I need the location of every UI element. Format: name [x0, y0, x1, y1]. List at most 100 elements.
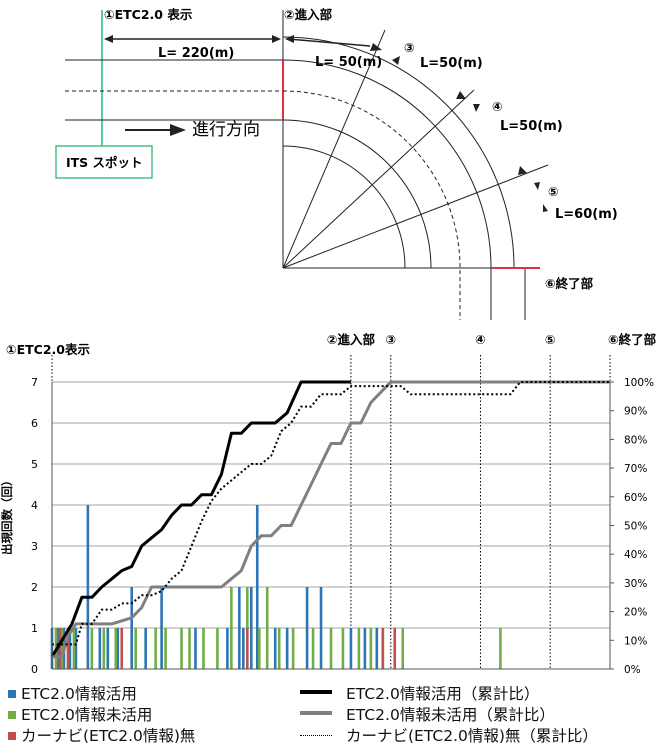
- length-50-entry-label: L= 50(m): [315, 55, 382, 70]
- bar: [60, 628, 64, 669]
- bar: [216, 628, 219, 669]
- arrowhead: [473, 104, 480, 112]
- bar: [255, 505, 259, 669]
- bar: [329, 628, 333, 669]
- bar: [349, 628, 353, 669]
- bar: [246, 628, 249, 669]
- bar: [285, 628, 289, 669]
- bar: [393, 628, 397, 669]
- length-220-label: L= 220(m): [158, 46, 234, 61]
- cumulative-line: [52, 380, 610, 659]
- y2-tick-label: 80%: [624, 434, 647, 446]
- y2-tick-label: 0%: [624, 664, 641, 676]
- y2-tick-label: 20%: [624, 607, 647, 619]
- cumulative-line: [52, 381, 610, 646]
- bar: [102, 628, 106, 669]
- bar: [130, 587, 134, 669]
- curve-innermost: [282, 145, 406, 269]
- bar: [341, 628, 345, 669]
- bar: [144, 628, 147, 669]
- dimension-arc: [282, 36, 515, 269]
- bar: [319, 587, 323, 669]
- curve-outer: [282, 59, 492, 320]
- bar: [90, 628, 94, 669]
- bar: [291, 628, 295, 669]
- y2-tick-label: 10%: [624, 635, 647, 647]
- bar: [230, 587, 233, 669]
- y-axis-label: 出現回数（回）: [0, 475, 14, 556]
- bar: [68, 628, 72, 669]
- section-marker-label: ②進入部: [327, 332, 376, 347]
- legend-item: カーナビ(ETC2.0情報)無: [8, 724, 195, 746]
- legend-label: ETC2.0情報未活用（累計比）: [346, 706, 555, 724]
- bar: [202, 628, 205, 669]
- cumulative-line: [50, 380, 351, 658]
- legend-line-swatch: [300, 690, 332, 694]
- bar: [375, 628, 379, 669]
- marker-4-label: ④: [492, 99, 503, 114]
- y-tick-label: 5: [31, 458, 38, 471]
- bar: [74, 628, 78, 669]
- section-marker-label: ⑤: [545, 332, 556, 347]
- bar: [257, 628, 261, 669]
- bar: [180, 628, 183, 669]
- y-tick-label: 0: [31, 663, 38, 676]
- y2-tick-label: 40%: [624, 549, 647, 561]
- y2-tick-label: 50%: [624, 521, 647, 533]
- legend-item: カーナビ(ETC2.0情報)無（累計比）: [300, 724, 598, 746]
- bar: [226, 628, 229, 669]
- y-tick-label: 4: [31, 499, 38, 512]
- bar: [311, 628, 315, 669]
- section-marker-label: ①ETC2.0表示: [6, 342, 90, 357]
- y-tick-label: 6: [31, 417, 38, 430]
- bar: [357, 628, 361, 669]
- legend-label: ETC2.0情報未活用: [21, 706, 153, 724]
- bar: [66, 628, 70, 669]
- legend-line-swatch: [300, 735, 332, 736]
- radial-1: [282, 29, 386, 269]
- y2-tick-label: 70%: [624, 463, 647, 475]
- legend-label: カーナビ(ETC2.0情報)無: [21, 727, 196, 745]
- dimension-50-entry: [287, 38, 371, 47]
- section-marker-label: ③: [385, 332, 396, 347]
- chart-axes: 012345670%10%20%30%40%50%60%70%80%90%100…: [31, 376, 654, 676]
- legend-swatch: [8, 711, 16, 719]
- arrowhead: [543, 204, 548, 212]
- etc-display-label: ①ETC2.0 表示: [104, 7, 193, 22]
- curve-center-dashed: [282, 90, 461, 320]
- arrowhead: [534, 182, 540, 190]
- end-label: ⑥終了部: [545, 276, 594, 291]
- road-diagram: ①ETC2.0 表示 ②進入部 ③ ④ ⑤ ⑥終了部 L= 220(m) L= …: [55, 7, 618, 320]
- legend-label: カーナビ(ETC2.0情報)無（累計比）: [346, 727, 598, 745]
- bar: [154, 628, 157, 669]
- bar: [265, 587, 269, 669]
- bar: [381, 628, 385, 669]
- chart-section-markers: ①ETC2.0表示 ②進入部 ③ ④ ⑤ ⑥終了部: [6, 332, 657, 669]
- bar: [249, 587, 253, 669]
- bar: [277, 628, 281, 669]
- bar: [114, 628, 118, 669]
- legend-item: ETC2.0情報活用（累計比）: [300, 682, 539, 704]
- arrowhead: [104, 35, 113, 43]
- bar: [164, 628, 167, 669]
- y-tick-label: 2: [31, 581, 38, 594]
- bar: [98, 628, 102, 669]
- chart-bars: [50, 505, 502, 669]
- arrowhead: [285, 35, 294, 43]
- legend-swatch: [8, 690, 16, 698]
- legend-label: ETC2.0情報活用: [21, 685, 137, 703]
- its-spot-label: ITS スポット: [66, 155, 143, 170]
- y2-tick-label: 30%: [624, 578, 647, 590]
- bar: [499, 628, 502, 669]
- arrowhead: [392, 56, 400, 65]
- bar: [363, 628, 367, 669]
- legend-swatch: [8, 732, 16, 740]
- marker-5-label: ⑤: [548, 184, 559, 199]
- length-60-label: L=60(m): [555, 207, 618, 222]
- bar: [160, 587, 163, 669]
- bar: [238, 587, 241, 669]
- marker-3-label: ③: [404, 40, 415, 55]
- legend: ETC2.0情報活用 ETC2.0情報活用（累計比） ETC2.0情報未活用 ETC2…: [0, 682, 671, 749]
- arrowhead: [518, 166, 527, 175]
